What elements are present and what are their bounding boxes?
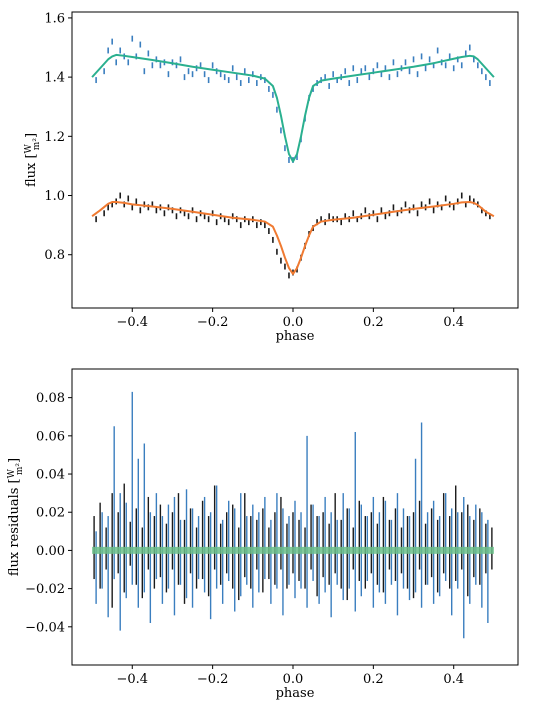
bottom-y-tick-label: −0.02 xyxy=(25,582,65,597)
top-y-ticks: 0.8 1.0 1.2 1.4 1.6 xyxy=(44,11,72,263)
top-y-tick-label: 1.4 xyxy=(44,71,65,86)
bottom-y-tick-label: 0.04 xyxy=(36,468,65,483)
top-plot-area xyxy=(71,11,519,309)
top-y-tick-label: 1.0 xyxy=(44,189,65,204)
bottom-x-tick-label: −0.2 xyxy=(197,672,229,687)
top-x-axis-label: phase xyxy=(276,329,315,344)
bottom-x-tick-label: 0.4 xyxy=(443,672,464,687)
bottom-y-axis-label: flux residuals [Wm²] xyxy=(7,458,25,576)
top-ylabel-unit-num: W xyxy=(24,143,34,153)
bottom-ylabel-unit-num: W xyxy=(7,468,17,478)
top-ylabel-main: flux xyxy=(24,162,39,187)
bottom-x-tick-label: 0.0 xyxy=(283,672,304,687)
top-y-axis-label: flux [Wm²] xyxy=(24,133,42,187)
bottom-x-tick-label: −0.4 xyxy=(116,672,148,687)
bottom-y-tick-label: 0.02 xyxy=(36,506,65,521)
bottom-y-ticks: −0.04 −0.02 0.00 0.02 0.04 0.06 0.08 xyxy=(25,391,72,635)
bottom-y-tick-label: 0.06 xyxy=(36,429,65,444)
top-y-tick-label: 1.6 xyxy=(44,11,65,26)
bottom-y-tick-label: −0.04 xyxy=(25,620,65,635)
top-x-tick-label: 0.4 xyxy=(443,315,464,330)
top-y-tick-label: 0.8 xyxy=(44,248,65,263)
bottom-x-ticks: −0.4 −0.2 0.0 0.2 0.4 xyxy=(116,665,464,687)
top-x-tick-label: −0.4 xyxy=(116,315,148,330)
bottom-ylabel-main: flux residuals xyxy=(7,488,22,577)
bottom-ylabel-unit-den: m² xyxy=(15,463,25,476)
top-x-tick-label: 0.0 xyxy=(283,315,304,330)
top-model-line xyxy=(91,53,495,163)
bottom-x-axis-label: phase xyxy=(276,686,315,701)
bottom-marks xyxy=(92,391,494,639)
top-y-tick-label: 1.2 xyxy=(44,130,65,145)
bottom-x-tick-label: 0.2 xyxy=(363,672,384,687)
top-ylabel-unit-den: m² xyxy=(32,138,42,151)
top-marks xyxy=(91,35,495,279)
svg-text:flux [Wm²]: flux [Wm²] xyxy=(24,133,42,187)
top-panel: −0.4 −0.2 0.0 0.2 0.4 0.81.01.21.41.6 phase … xyxy=(24,11,519,344)
svg-text:flux residuals [Wm²]: flux residuals [Wm²] xyxy=(7,458,25,576)
top-x-tick-label: −0.2 xyxy=(197,315,229,330)
bottom-y-tick-label: 0.08 xyxy=(36,391,65,406)
bottom-panel: −0.4 −0.2 0.0 0.2 0.4 −0.04 −0.02 0.00 0.02 0.04… xyxy=(7,368,519,701)
top-x-ticks: −0.4 −0.2 0.0 0.2 0.4 xyxy=(116,308,464,330)
bottom-y-tick-label: 0.00 xyxy=(36,544,65,559)
top-model-line xyxy=(91,201,495,275)
top-x-tick-label: 0.2 xyxy=(363,315,384,330)
